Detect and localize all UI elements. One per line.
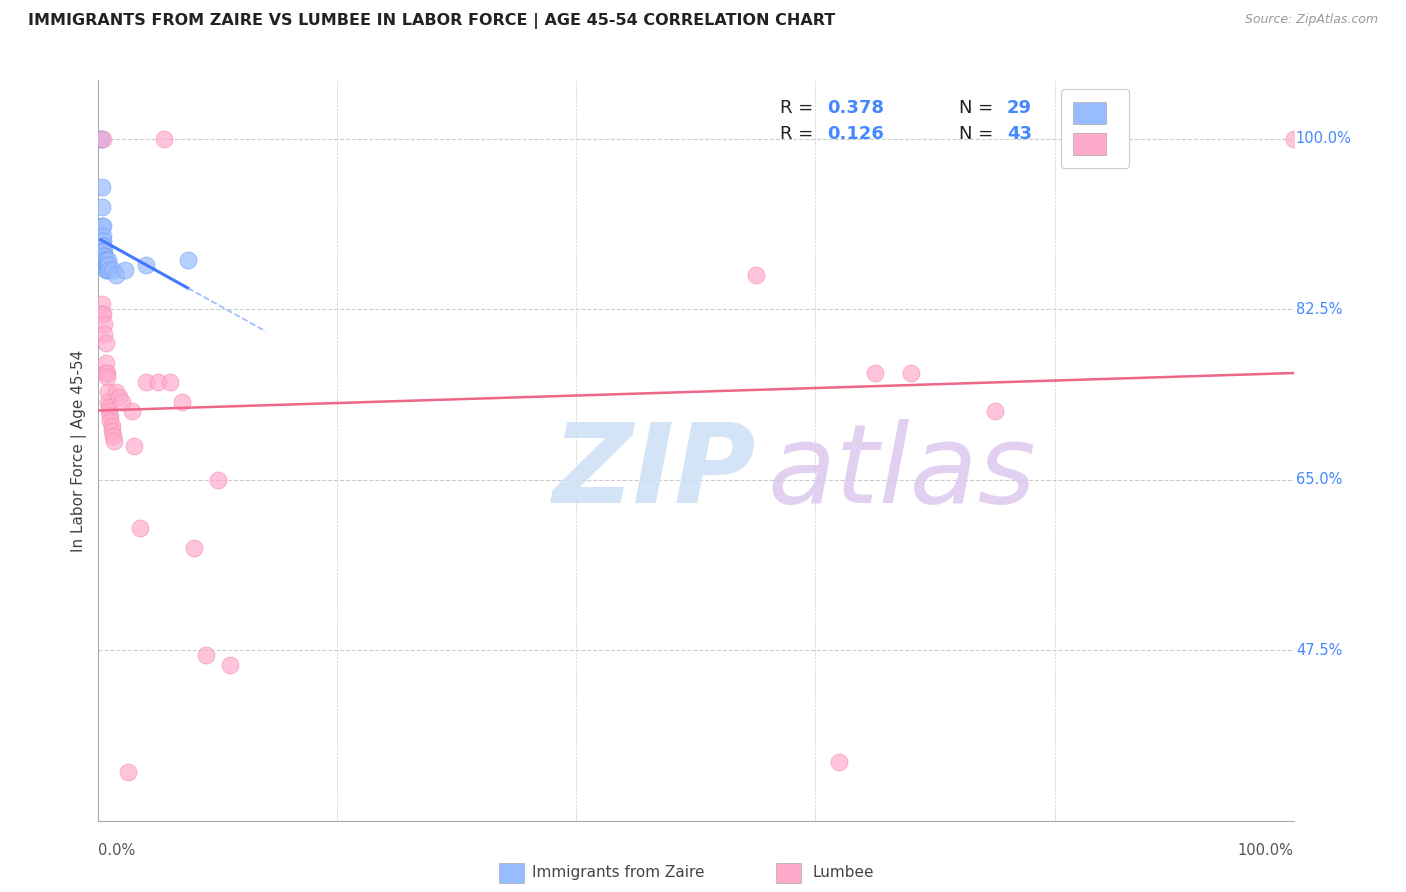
Point bbox=[124, 439, 146, 453]
Point bbox=[103, 434, 125, 448]
Point bbox=[105, 384, 128, 399]
Point bbox=[97, 394, 120, 409]
Text: N =: N = bbox=[959, 99, 998, 117]
Point bbox=[91, 239, 114, 253]
Point bbox=[93, 249, 115, 263]
Text: Lumbee: Lumbee bbox=[813, 865, 875, 880]
Point bbox=[94, 253, 117, 268]
Point bbox=[98, 409, 122, 424]
Point bbox=[129, 521, 152, 535]
Point bbox=[121, 404, 143, 418]
Point bbox=[105, 268, 128, 282]
Point bbox=[114, 263, 136, 277]
Point bbox=[91, 200, 114, 214]
Point bbox=[94, 336, 117, 351]
Point bbox=[207, 473, 229, 487]
Point bbox=[91, 239, 114, 253]
Legend: , : , bbox=[1060, 89, 1129, 168]
Point bbox=[983, 404, 1005, 418]
Point bbox=[100, 424, 122, 438]
Point bbox=[91, 132, 114, 146]
Point bbox=[91, 229, 114, 244]
Point bbox=[117, 764, 139, 779]
Point bbox=[93, 249, 115, 263]
Point bbox=[90, 132, 112, 146]
Point bbox=[96, 370, 118, 384]
Text: 82.5%: 82.5% bbox=[1296, 301, 1343, 317]
Point bbox=[135, 376, 157, 390]
Text: 65.0%: 65.0% bbox=[1296, 472, 1343, 487]
Text: Immigrants from Zaire: Immigrants from Zaire bbox=[533, 865, 704, 880]
Point bbox=[172, 394, 194, 409]
Point bbox=[93, 244, 115, 258]
Text: 47.5%: 47.5% bbox=[1296, 642, 1343, 657]
Point bbox=[96, 263, 118, 277]
Point bbox=[1282, 132, 1305, 146]
Point bbox=[91, 307, 114, 321]
Point bbox=[828, 755, 851, 769]
Point bbox=[177, 253, 200, 268]
Text: 0.0%: 0.0% bbox=[98, 843, 135, 858]
Point bbox=[98, 400, 121, 414]
Point bbox=[153, 132, 176, 146]
Point bbox=[100, 419, 122, 434]
Point bbox=[94, 258, 117, 272]
Text: R =: R = bbox=[779, 99, 818, 117]
Point bbox=[96, 258, 118, 272]
Text: N =: N = bbox=[959, 125, 998, 143]
Point bbox=[93, 326, 115, 341]
Point bbox=[93, 258, 115, 272]
Point bbox=[97, 258, 120, 272]
Point bbox=[96, 366, 118, 380]
Text: 0.378: 0.378 bbox=[827, 99, 884, 117]
Point bbox=[91, 219, 114, 234]
Point bbox=[101, 263, 124, 277]
Point bbox=[219, 657, 242, 672]
Text: 29: 29 bbox=[1007, 99, 1032, 117]
Text: 100.0%: 100.0% bbox=[1296, 131, 1351, 146]
Point bbox=[91, 307, 114, 321]
Point bbox=[111, 394, 134, 409]
Point bbox=[91, 297, 114, 311]
Point bbox=[90, 132, 112, 146]
Point bbox=[97, 253, 120, 268]
Point bbox=[135, 258, 157, 272]
Point bbox=[91, 180, 114, 194]
Point bbox=[91, 219, 114, 234]
Point bbox=[745, 268, 768, 282]
Point bbox=[863, 366, 886, 380]
Point bbox=[93, 317, 115, 331]
Point bbox=[900, 366, 922, 380]
Point bbox=[97, 384, 120, 399]
Point bbox=[194, 648, 217, 662]
Text: atlas: atlas bbox=[768, 419, 1036, 526]
Text: ZIP: ZIP bbox=[553, 419, 756, 526]
Point bbox=[101, 429, 124, 443]
Point bbox=[107, 390, 129, 404]
Y-axis label: In Labor Force | Age 45-54: In Labor Force | Age 45-54 bbox=[72, 350, 87, 551]
Text: IMMIGRANTS FROM ZAIRE VS LUMBEE IN LABOR FORCE | AGE 45-54 CORRELATION CHART: IMMIGRANTS FROM ZAIRE VS LUMBEE IN LABOR… bbox=[28, 13, 835, 29]
Point bbox=[94, 263, 117, 277]
Point bbox=[91, 234, 114, 248]
Point bbox=[148, 376, 170, 390]
Text: 0.126: 0.126 bbox=[827, 125, 884, 143]
Point bbox=[98, 414, 122, 428]
Point bbox=[94, 366, 117, 380]
Point bbox=[98, 263, 121, 277]
Text: 100.0%: 100.0% bbox=[1237, 843, 1294, 858]
Point bbox=[93, 253, 115, 268]
Point bbox=[183, 541, 205, 555]
Point bbox=[98, 404, 121, 418]
Point bbox=[91, 244, 114, 258]
Point bbox=[94, 356, 117, 370]
Text: R =: R = bbox=[779, 125, 818, 143]
Text: Source: ZipAtlas.com: Source: ZipAtlas.com bbox=[1244, 13, 1378, 27]
Text: 43: 43 bbox=[1007, 125, 1032, 143]
Point bbox=[159, 376, 181, 390]
